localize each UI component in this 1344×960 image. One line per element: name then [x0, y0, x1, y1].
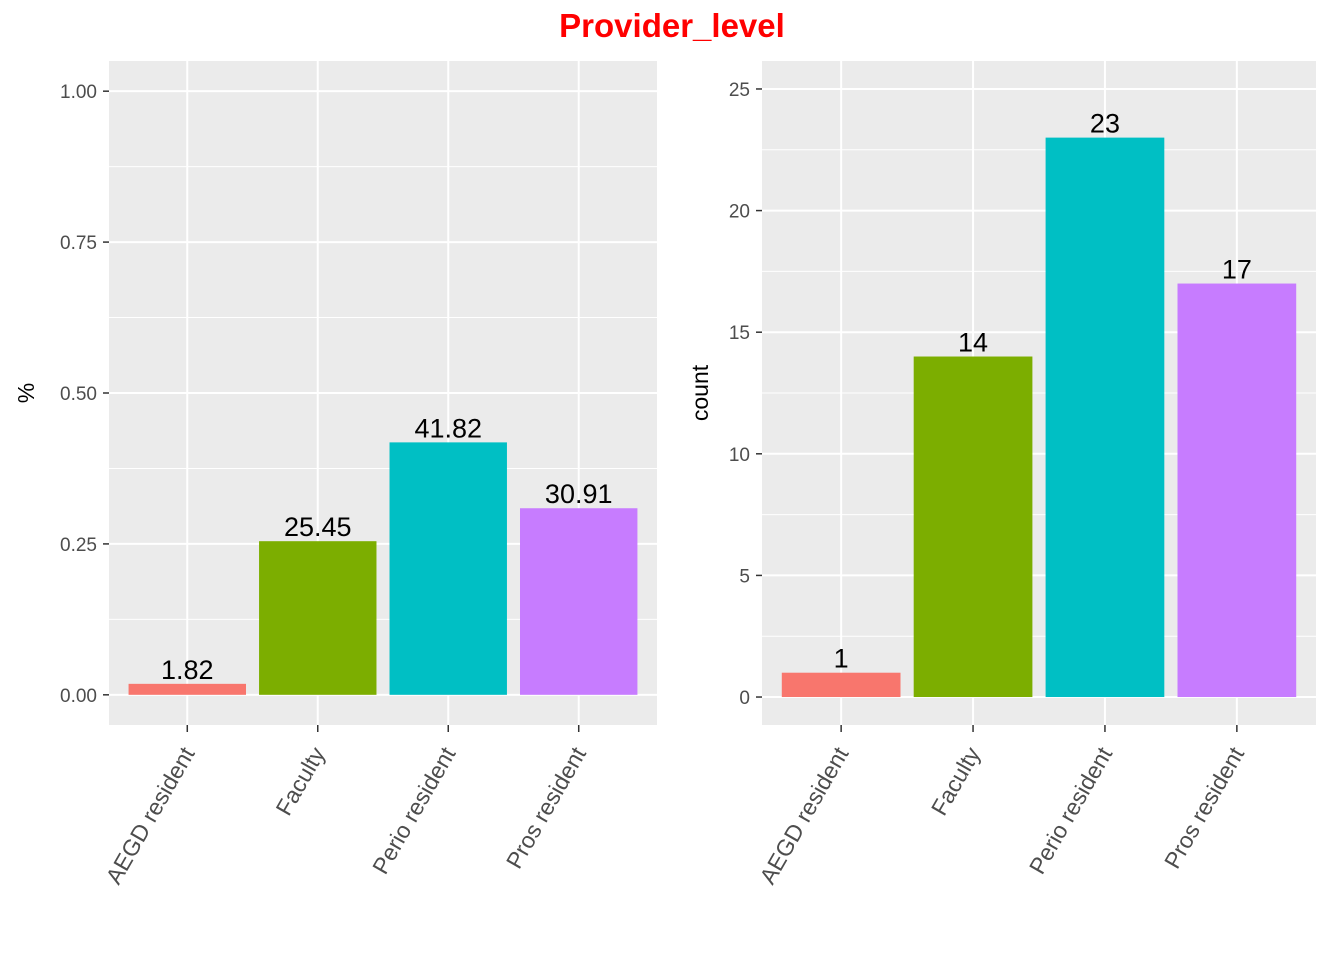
- data-label: 1.82: [161, 655, 214, 685]
- y-tick-label: 0: [739, 688, 750, 709]
- bar-faculty: [913, 356, 1033, 698]
- y-tick-label: 5: [739, 566, 750, 587]
- y-tick-label: 1.00: [60, 82, 97, 103]
- chart-count: 0 5 10 15 20 25 1 14 23 17 AEGD resident Faculty Per…: [687, 61, 1316, 888]
- bar-faculty: [259, 541, 377, 695]
- chart-percent: 0.00 0.25 0.50 0.75 1.00 1.82 25.45 41.82 30.91 A…: [13, 61, 657, 888]
- y-tick-label: 0.75: [60, 233, 97, 254]
- y-tick-label: 15: [729, 323, 750, 344]
- y-tick-label: 0.00: [60, 686, 97, 707]
- bar-aegd-resident: [128, 683, 246, 695]
- bar-perio-resident: [1045, 137, 1165, 698]
- data-label: 23: [1090, 109, 1120, 139]
- x-tick-label: AEGD resident: [754, 742, 854, 888]
- bar-pros-resident: [1177, 283, 1297, 698]
- data-label: 1: [834, 644, 849, 674]
- data-label: 41.82: [414, 413, 482, 443]
- x-tick-label: Perio resident: [367, 742, 461, 878]
- y-tick-label: 0.25: [60, 535, 97, 556]
- y-tick-label: 20: [729, 202, 750, 223]
- data-label: 30.91: [545, 479, 613, 509]
- x-tick-label: AEGD resident: [100, 742, 200, 888]
- y-tick-label: 10: [729, 445, 750, 466]
- x-tick-label: Faculty: [926, 742, 986, 820]
- x-tick-label: Pros resident: [501, 742, 592, 873]
- data-label: 25.45: [284, 512, 352, 542]
- figure-title: Provider_level: [559, 7, 785, 44]
- bar-perio-resident: [389, 442, 507, 695]
- y-axis-label: count: [687, 364, 713, 421]
- data-label: 14: [958, 328, 988, 358]
- y-tick-label: 25: [729, 80, 750, 101]
- bar-pros-resident: [520, 508, 638, 695]
- x-tick-label: Faculty: [271, 742, 331, 820]
- data-label: 17: [1222, 255, 1252, 285]
- x-tick-label: Pros resident: [1159, 742, 1250, 873]
- y-axis-label: %: [13, 383, 39, 403]
- x-tick-label: Perio resident: [1024, 742, 1118, 878]
- bar-aegd-resident: [781, 672, 901, 698]
- y-tick-label: 0.50: [60, 384, 97, 405]
